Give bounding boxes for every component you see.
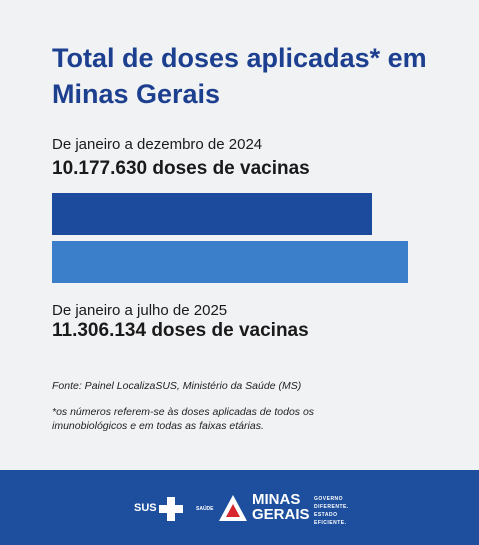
tagline: GOVERNO DIFERENTE. ESTADO EFICIENTE.	[314, 496, 349, 526]
value-label: 11.306.134 doses de vacinas	[52, 320, 309, 341]
source: Fonte: Painel LocalizaSUS, Ministério da…	[52, 380, 302, 392]
sus-cross	[159, 497, 183, 521]
footer: SUS SAÚDE MINAS GERAIS GOVERNO DIFERENTE…	[0, 470, 479, 545]
chart-title: Total de doses aplicadas* em Minas Gerai…	[52, 43, 427, 109]
category-label: De janeiro a julho de 2025	[52, 302, 228, 319]
saude-label: SAÚDE	[196, 506, 214, 512]
bar	[52, 241, 408, 283]
brand: MINAS GERAIS	[252, 491, 310, 523]
sus-logo: SUS	[134, 502, 157, 514]
category-label: De janeiro a dezembro de 2024	[52, 136, 263, 153]
value-label: 10.177.630 doses de vacinas	[52, 158, 310, 179]
footnote: *os números referem-se às doses aplicada…	[52, 406, 315, 432]
mg-logo	[219, 495, 247, 521]
bar	[52, 193, 373, 235]
